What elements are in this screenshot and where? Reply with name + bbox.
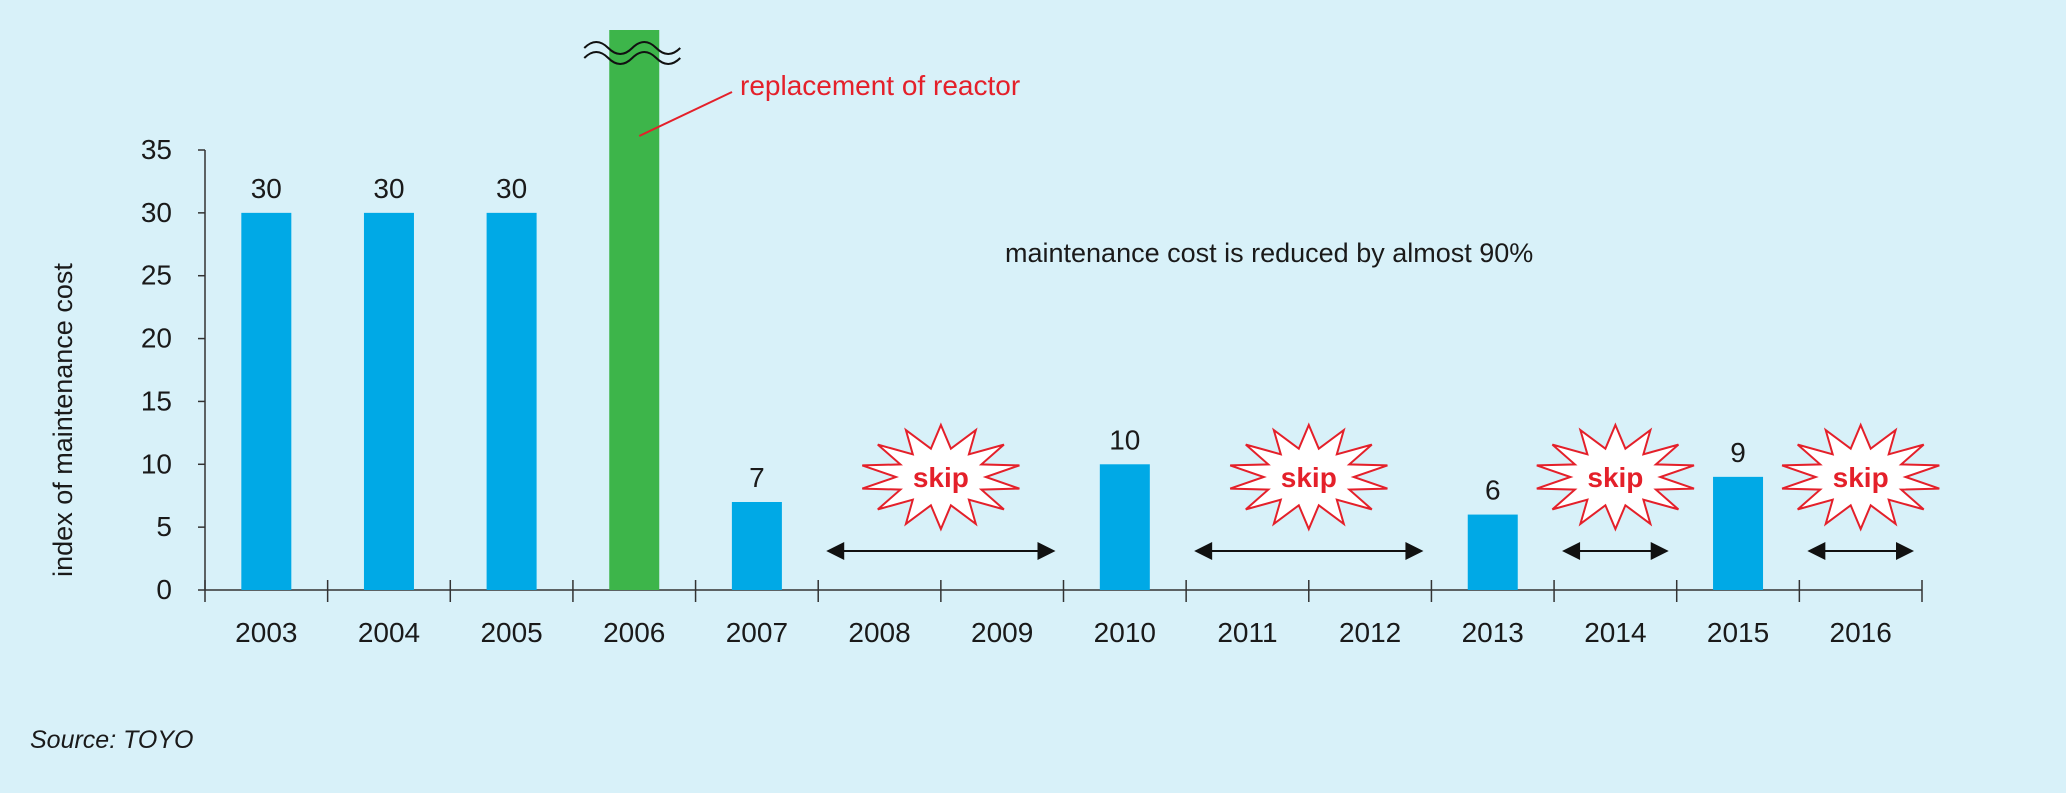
- bar-2006: [609, 30, 660, 590]
- skip-label: skip: [913, 462, 969, 493]
- bar-2013: [1467, 514, 1518, 590]
- starburst-icon: [1781, 422, 1940, 532]
- y-tick-label: 15: [141, 385, 172, 416]
- x-tick-label: 2007: [726, 617, 788, 648]
- y-tick-label: 10: [141, 448, 172, 479]
- bar-2005: [486, 212, 537, 590]
- replacement-note: replacement of reactor: [740, 70, 1020, 101]
- axis-break-icon: [583, 41, 681, 65]
- y-tick-label: 35: [141, 134, 172, 165]
- starburst-icon: [861, 422, 1020, 532]
- x-tick-label: 2013: [1462, 617, 1524, 648]
- bar-2003: [241, 212, 292, 590]
- arrow-right-icon: [1650, 542, 1669, 560]
- bars: 30 30 30 7 10 6 9 replacement of reactor: [241, 30, 1764, 590]
- bar-2004: [363, 212, 414, 590]
- x-tick-label: 2012: [1339, 617, 1401, 648]
- y-tick-label: 5: [156, 511, 172, 542]
- x-tick-label: 2016: [1830, 617, 1892, 648]
- bar-label-2004: 30: [373, 173, 404, 204]
- x-tick-label: 2011: [1217, 617, 1277, 648]
- bar-label-2010: 10: [1109, 424, 1140, 455]
- arrow-right-icon: [1896, 542, 1914, 560]
- arrow-left-icon: [1562, 542, 1581, 560]
- x-tick-label: 2009: [971, 617, 1033, 648]
- x-tick-label: 2010: [1094, 617, 1156, 648]
- reduction-annotation: maintenance cost is reduced by almost 90…: [1005, 238, 1533, 268]
- skip-markers: skip skip skip skip: [826, 422, 1940, 560]
- skip-marker-2011: skip: [1194, 422, 1424, 560]
- bar-label-2015: 9: [1730, 437, 1746, 468]
- bar-2010: [1099, 464, 1150, 590]
- bar-label-2003: 30: [251, 173, 282, 204]
- starburst-icon: [1536, 422, 1695, 532]
- x-tick-label: 2014: [1584, 617, 1646, 648]
- skip-label: skip: [1833, 462, 1889, 493]
- arrow-left-icon: [1194, 542, 1213, 560]
- x-tick-label: 2015: [1707, 617, 1769, 648]
- arrow-left-icon: [1807, 542, 1826, 560]
- x-tick-label: 2004: [358, 617, 420, 648]
- x-tick-label: 2005: [480, 617, 542, 648]
- source-note: Source: TOYO: [30, 726, 194, 754]
- arrow-right-icon: [1037, 542, 1056, 560]
- bar-2007: [731, 502, 782, 590]
- x-tick-label: 2006: [603, 617, 665, 648]
- bar-label-2007: 7: [749, 462, 765, 493]
- y-tick-label: 20: [141, 323, 172, 354]
- skip-marker-2014: skip: [1536, 422, 1695, 560]
- x-tick-label: 2008: [848, 617, 910, 648]
- y-axis-label: index of maintenance cost: [48, 263, 78, 577]
- y-tick-label: 25: [141, 260, 172, 291]
- x-tick-label: 2003: [235, 617, 297, 648]
- bar-label-2013: 6: [1485, 475, 1501, 506]
- bar-label-2005: 30: [496, 173, 527, 204]
- arrow-left-icon: [826, 542, 845, 560]
- callout-line: [638, 91, 733, 137]
- arrow-right-icon: [1405, 542, 1424, 560]
- y-tick-label: 0: [156, 574, 172, 605]
- skip-marker-2008: skip: [826, 422, 1056, 560]
- skip-label: skip: [1281, 462, 1337, 493]
- y-tick-label: 30: [141, 197, 172, 228]
- skip-marker-2016: skip: [1781, 422, 1940, 560]
- bar-2015: [1713, 476, 1764, 590]
- starburst-icon: [1229, 422, 1388, 532]
- skip-label: skip: [1587, 462, 1643, 493]
